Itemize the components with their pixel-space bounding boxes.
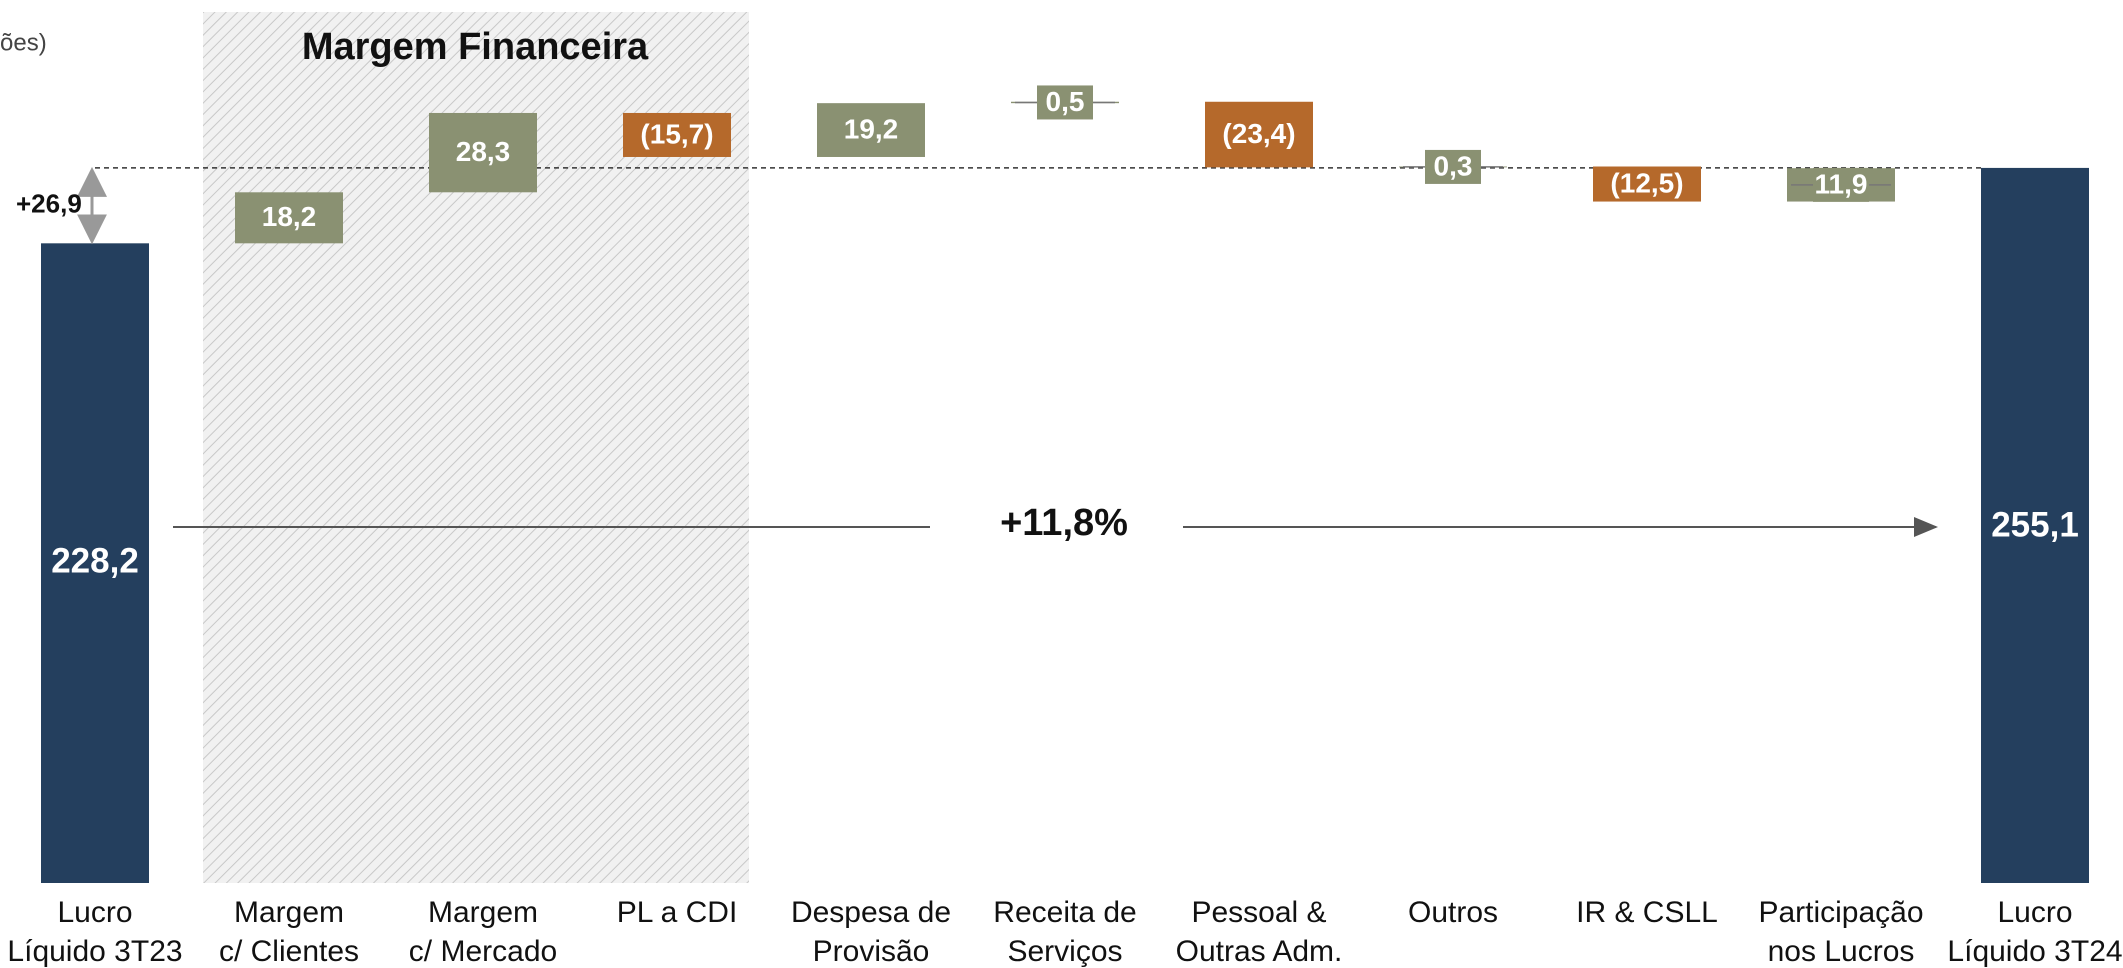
x-tick-label: Receita de Serviços — [993, 896, 1137, 968]
subtitle: ões) — [0, 29, 47, 56]
value-label: 255,1 — [1991, 505, 2079, 544]
value-label: 0,5 — [1046, 86, 1085, 117]
x-tick-label: Lucro Líquido 3T23 — [7, 896, 183, 968]
value-label: (12,5) — [1610, 167, 1683, 198]
bar — [41, 243, 149, 883]
value-label: 19,2 — [844, 113, 899, 144]
x-tick-label: Outros — [1407, 896, 1499, 929]
value-label: 18,2 — [262, 201, 317, 232]
label-box — [1037, 85, 1093, 120]
bar — [1981, 167, 2089, 883]
difference-label: +26,9 — [16, 188, 82, 218]
x-tick-label: Margem c/ Mercado — [408, 896, 558, 968]
bar — [623, 112, 731, 157]
growth-label: +11,8% — [1000, 502, 1128, 544]
x-tick-label: PL a CDI — [616, 896, 738, 929]
value-label: (23,4) — [1222, 118, 1295, 149]
value-label: (15,7) — [640, 118, 713, 149]
bar — [429, 112, 537, 193]
x-tick-label: Lucro Líquido 3T24 — [1947, 896, 2123, 968]
group-label: Margem Financeira — [302, 26, 649, 68]
x-tick-label: Margem c/ Clientes — [218, 896, 360, 968]
value-label: 0,3 — [1434, 150, 1473, 181]
bar — [235, 192, 343, 244]
value-label: 11,9 — [1815, 168, 1868, 199]
bar — [1205, 101, 1313, 168]
bar — [1593, 166, 1701, 202]
label-box — [1813, 167, 1869, 202]
bar — [817, 103, 925, 157]
value-label: 228,2 — [51, 541, 139, 580]
x-tick-label: Pessoal & Outras Adm. — [1175, 896, 1343, 968]
x-tick-label: Participação nos Lucros — [1758, 896, 1924, 968]
x-tick-label: IR & CSLL — [1576, 896, 1718, 929]
x-tick-label: Despesa de Provisão — [790, 896, 952, 968]
label-box — [1425, 149, 1481, 184]
value-label: 28,3 — [456, 136, 511, 167]
